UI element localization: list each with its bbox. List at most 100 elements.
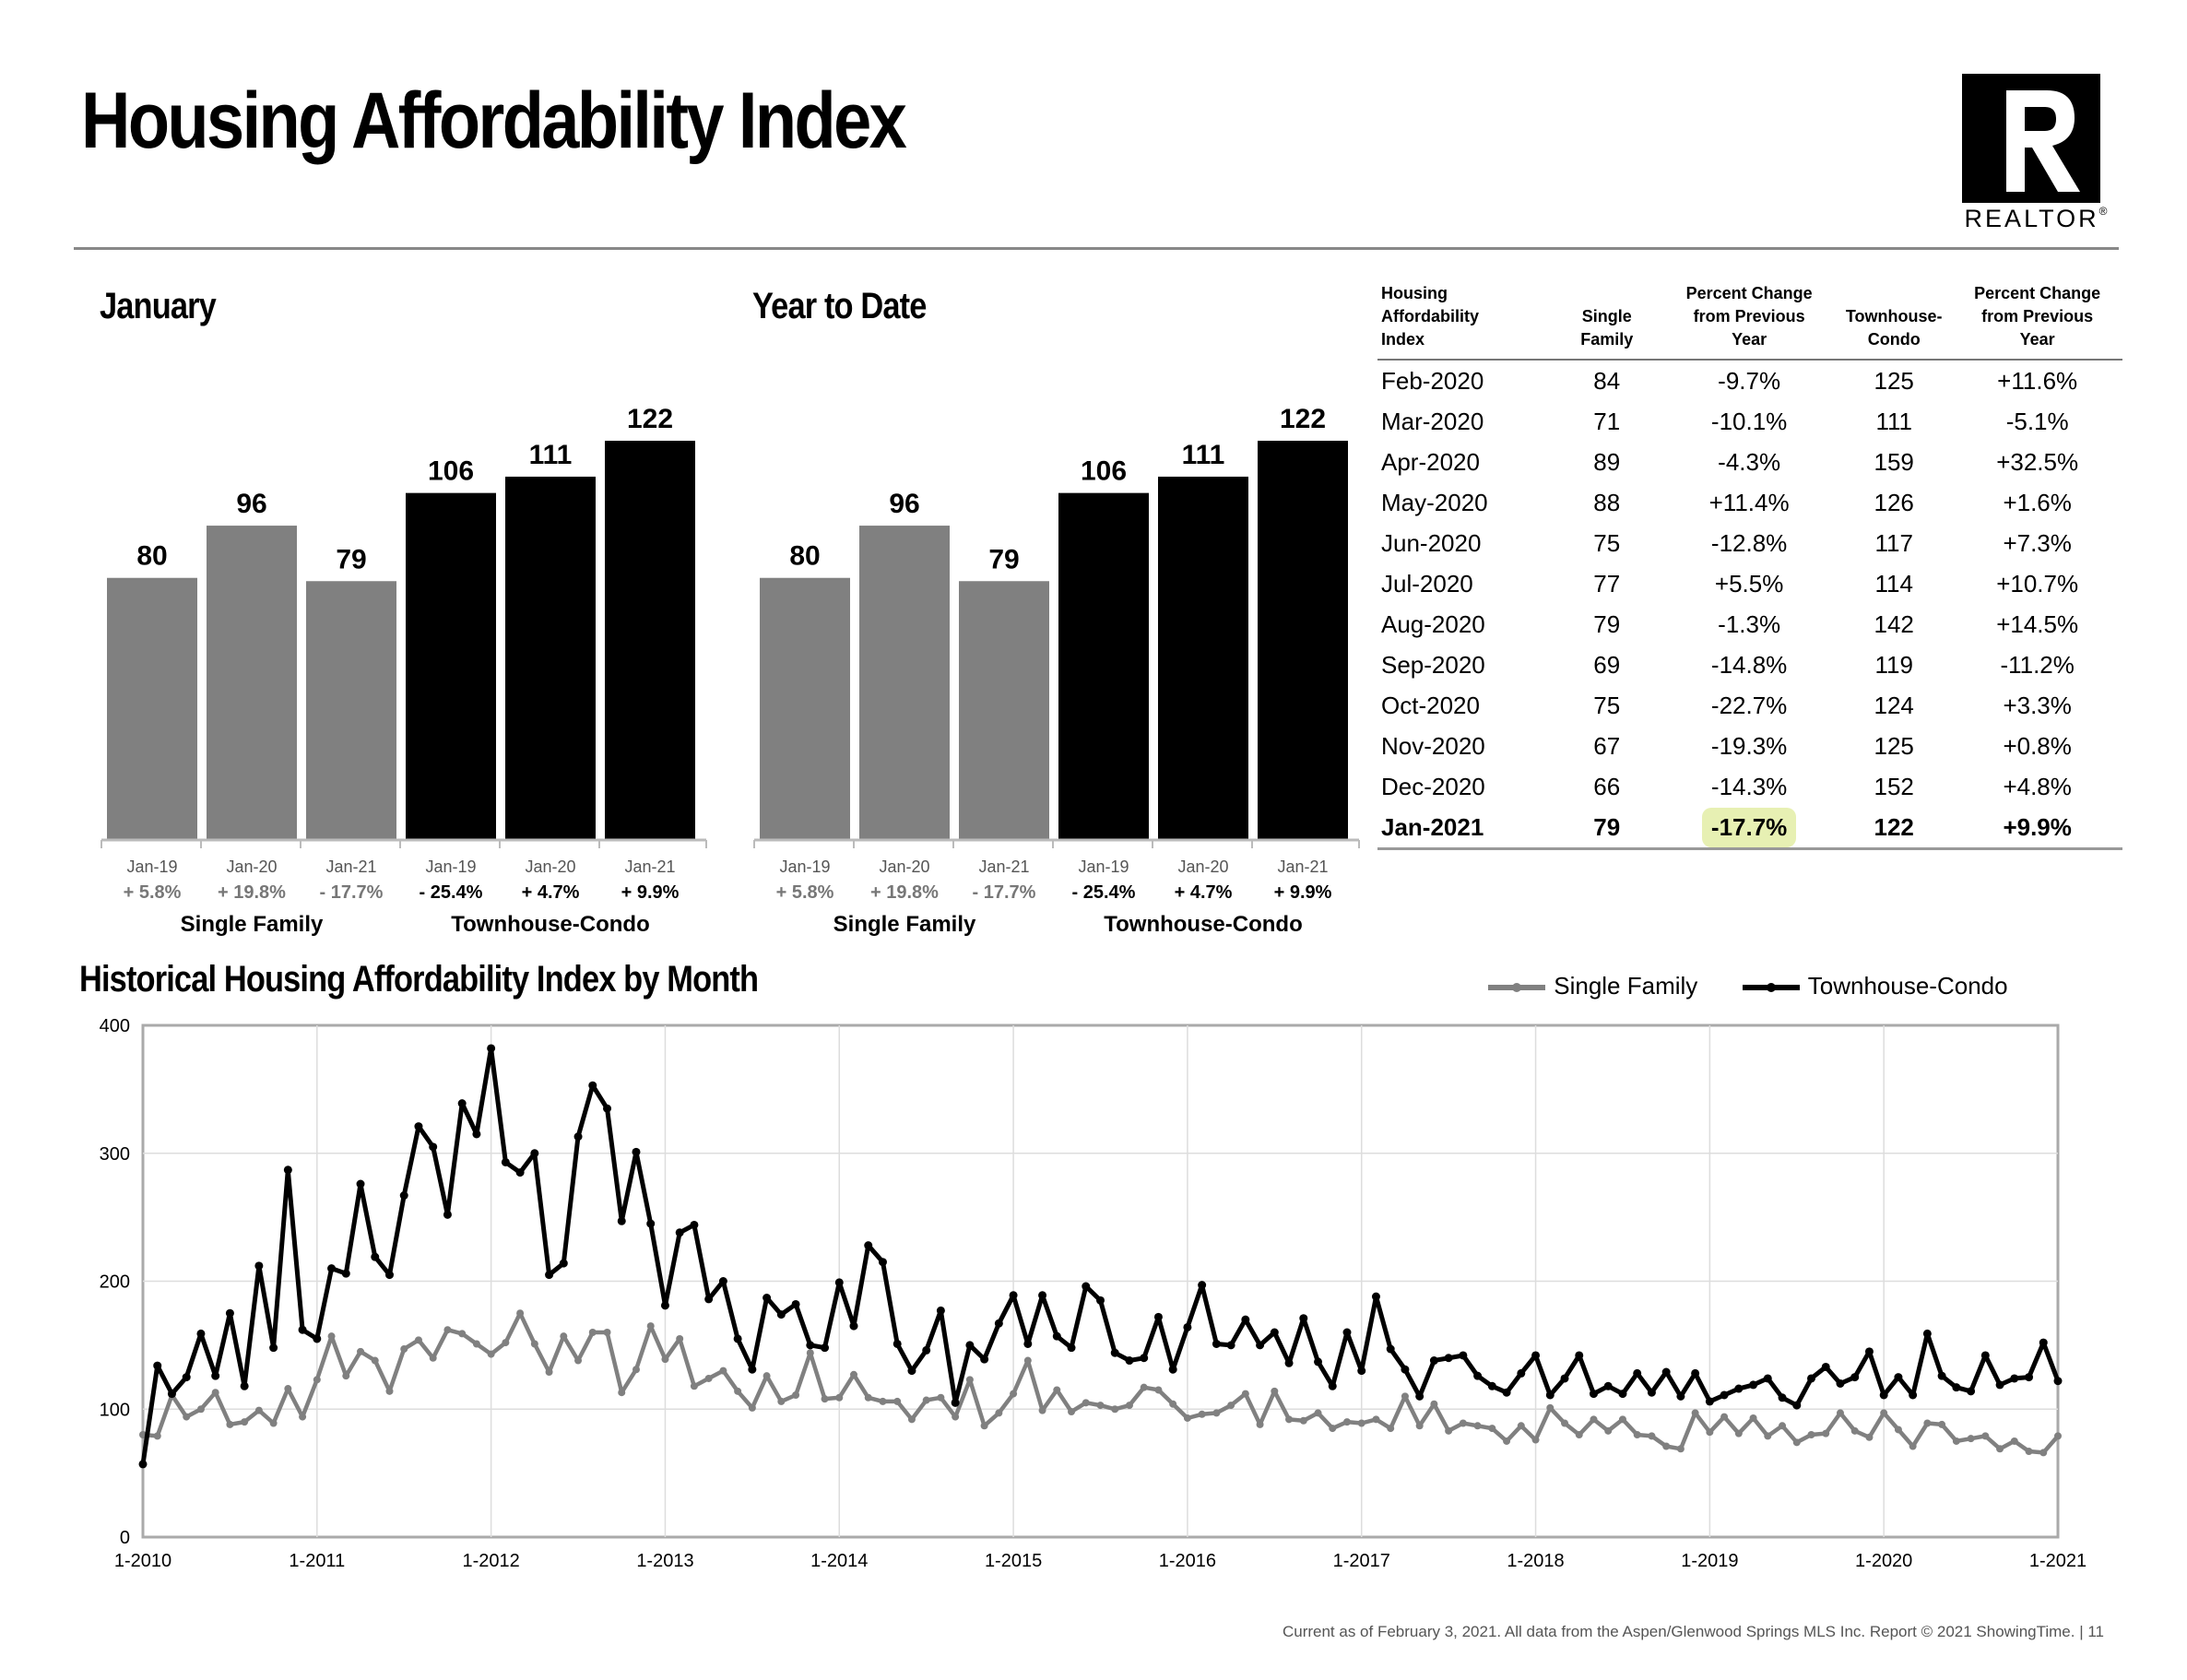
data-point	[1850, 1373, 1860, 1382]
data-point	[1372, 1415, 1380, 1424]
header-single-family: Single Family	[1551, 277, 1663, 361]
table-cell-month: Aug-2020	[1381, 609, 1485, 638]
data-point	[1241, 1315, 1250, 1324]
data-point	[1662, 1442, 1671, 1450]
data-point	[952, 1413, 960, 1421]
table-cell-month: Apr-2020	[1381, 447, 1480, 476]
data-point	[414, 1122, 423, 1131]
data-point	[835, 1393, 844, 1402]
table-cell-tc: 117	[1874, 528, 1913, 557]
table-cell-month: Sep-2020	[1381, 650, 1485, 679]
bar	[605, 441, 695, 839]
table-cell-month: Mar-2020	[1381, 407, 1484, 435]
bar-category-label: Jan-20	[879, 858, 929, 876]
data-point	[240, 1381, 249, 1390]
data-point	[1981, 1432, 1990, 1440]
footer-note: Current as of February 3, 2021. All data…	[1282, 1623, 2104, 1640]
legend-townhouse-condo: Townhouse-Condo	[1741, 972, 2008, 1000]
data-point	[487, 1044, 496, 1053]
table-cell-sf: 71	[1593, 407, 1621, 435]
data-point	[1560, 1374, 1569, 1383]
data-point	[1647, 1388, 1656, 1397]
table-cell-sf: 84	[1593, 366, 1621, 395]
bar	[505, 476, 596, 839]
data-point	[1125, 1356, 1134, 1366]
data-point	[1720, 1390, 1729, 1400]
data-point	[1575, 1431, 1583, 1438]
data-point	[183, 1413, 191, 1421]
y-tick-label: 0	[120, 1528, 130, 1548]
data-point	[1980, 1351, 1990, 1360]
table-cell-tc-pct: -11.2%	[2000, 650, 2075, 679]
table-row: Jan-2021 79 -17.7% 122 +9.9%	[1377, 807, 2122, 850]
data-point	[1952, 1383, 1961, 1392]
data-point	[341, 1269, 350, 1278]
data-point	[1299, 1314, 1308, 1323]
table-cell-sf: 75	[1593, 691, 1621, 719]
bar	[107, 577, 197, 839]
data-point	[1923, 1419, 1932, 1427]
data-point	[1807, 1431, 1815, 1438]
x-tick-label: 1-2020	[1855, 1551, 1912, 1571]
data-point	[878, 1258, 887, 1267]
table-cell-sf: 66	[1593, 772, 1621, 800]
bar-change-label: + 4.7%	[522, 882, 580, 903]
data-point	[1589, 1390, 1598, 1399]
table-cell-month: Feb-2020	[1381, 366, 1484, 395]
data-point	[573, 1132, 583, 1142]
table-cell-sf: 79	[1593, 609, 1621, 638]
data-point	[907, 1415, 916, 1424]
table-cell-tc-pct: +0.8%	[2003, 731, 2072, 760]
data-point	[893, 1397, 902, 1405]
bar-category-label: Jan-19	[1078, 858, 1129, 876]
data-point	[1401, 1365, 1410, 1374]
data-point	[1153, 1312, 1163, 1321]
table-cell-sf: 67	[1593, 731, 1621, 760]
data-point	[1705, 1397, 1714, 1406]
data-point	[821, 1343, 830, 1353]
header-index: Housing Affordability Index	[1377, 277, 1552, 361]
x-tick-label: 1-2010	[114, 1551, 171, 1571]
data-point	[995, 1409, 1003, 1417]
data-point	[936, 1306, 945, 1315]
data-point	[1779, 1422, 1787, 1430]
data-point	[1342, 1328, 1352, 1337]
data-point	[1473, 1422, 1482, 1430]
bar	[1158, 476, 1248, 839]
data-point	[1531, 1436, 1540, 1444]
data-point	[1661, 1367, 1671, 1377]
data-point	[1734, 1384, 1744, 1393]
data-point	[472, 1130, 481, 1139]
data-point	[196, 1405, 205, 1414]
data-point	[1459, 1419, 1467, 1427]
data-point	[1545, 1390, 1555, 1400]
table-row: Aug-2020 79 -1.3% 142 +14.5%	[1377, 604, 2122, 645]
table-cell-month: Jul-2020	[1381, 569, 1473, 597]
data-point	[1299, 1416, 1307, 1425]
data-point	[718, 1277, 727, 1285]
table-row: Jun-2020 75 -12.8% 117 +7.3%	[1377, 523, 2122, 563]
data-point	[1357, 1419, 1365, 1427]
x-tick-label: 1-2019	[1681, 1551, 1738, 1571]
data-point	[1285, 1415, 1294, 1424]
data-point	[1082, 1399, 1090, 1407]
y-tick-label: 200	[100, 1272, 130, 1293]
data-point	[1850, 1426, 1859, 1435]
data-point	[182, 1373, 191, 1382]
data-point	[1212, 1409, 1221, 1417]
data-point	[371, 1252, 380, 1261]
data-point	[1357, 1366, 1366, 1376]
data-point	[138, 1460, 148, 1469]
legend-single-family: Single Family	[1486, 972, 1697, 1000]
table-row: Apr-2020 89 -4.3% 159 +32.5%	[1377, 442, 2122, 482]
table-cell-month: Jun-2020	[1381, 528, 1482, 557]
x-tick-label: 1-2012	[462, 1551, 519, 1571]
data-point	[458, 1330, 467, 1338]
historical-line-chart: 0 100 200 300 400 1-2010 1-2011 1-2012 1-2013 1-2…	[100, 1016, 2087, 1571]
data-point	[1996, 1445, 2004, 1453]
legend-single-family-line-icon	[1488, 983, 1545, 993]
x-tick-label: 1-2018	[1507, 1551, 1564, 1571]
table-cell-sf: 79	[1551, 807, 1663, 850]
x-tick-label: 1-2015	[985, 1551, 1042, 1571]
data-point	[516, 1309, 525, 1318]
